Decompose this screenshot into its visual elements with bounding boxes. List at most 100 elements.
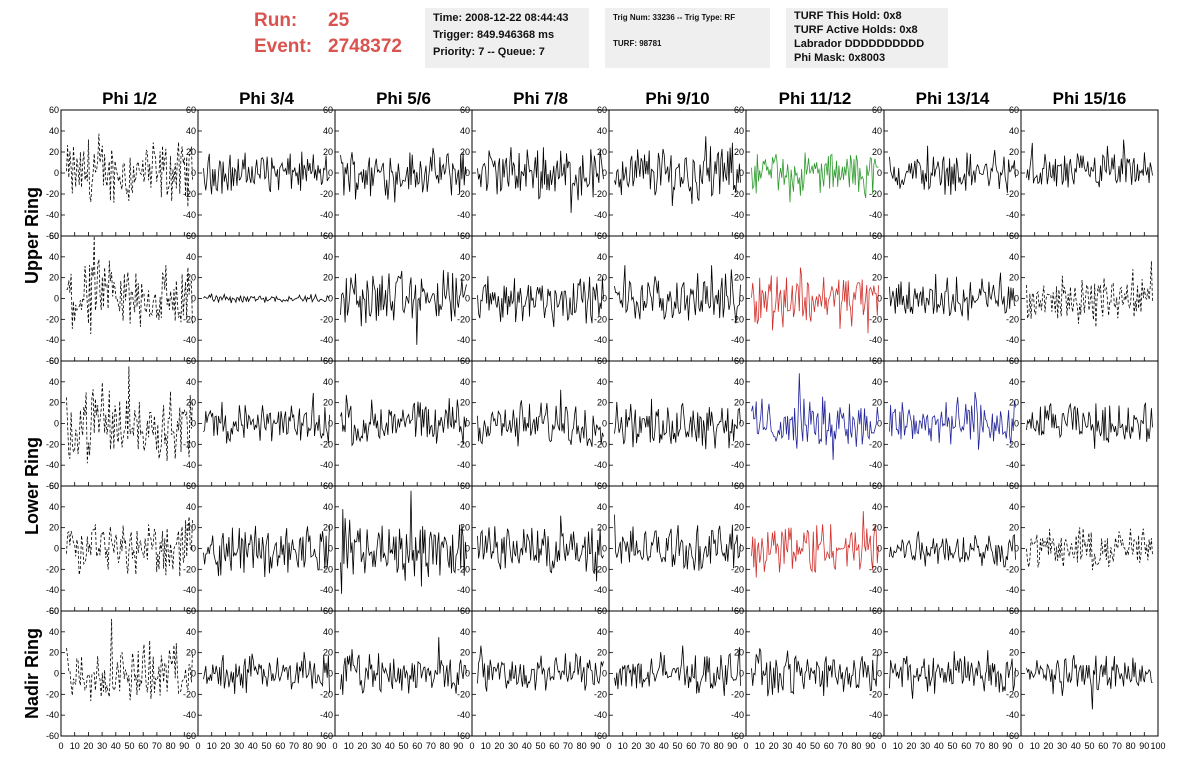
x-tick-label: 10 [618,741,628,751]
y-tick-label: -20 [457,564,470,574]
panel-frame [1020,485,1159,612]
y-tick-label: 0 [877,669,882,679]
y-tick-label: 40 [323,502,333,512]
x-tick-label: 90 [1139,741,1149,751]
x-tick-label: 70 [975,741,985,751]
y-tick-label: 20 [734,273,744,283]
panel-frame [471,109,610,237]
phi-mask-text: Phi Mask: 0x8003 [794,52,886,64]
y-tick-label: 60 [49,356,59,366]
y-tick-label: 0 [465,294,470,304]
y-tick-label: -20 [320,439,333,449]
y-tick-label: -40 [731,710,744,720]
panel-frame [608,485,747,612]
y-tick-label: 20 [323,648,333,658]
y-tick-label: -40 [46,210,59,220]
y-tick-label: 40 [1009,377,1019,387]
y-tick-label: 0 [602,168,607,178]
y-tick-label: 0 [602,419,607,429]
y-tick-label: -20 [869,564,882,574]
y-tick-label: 0 [328,294,333,304]
x-tick-label: 70 [1112,741,1122,751]
y-tick-label: -40 [320,710,333,720]
y-tick-label: -20 [869,689,882,699]
y-tick-label: 0 [1014,419,1019,429]
y-tick-label: 40 [186,126,196,136]
x-tick-label: 20 [769,741,779,751]
labrador-text: Labrador DDDDDDDDDD [794,38,925,50]
trigger-info-box: Trig Num: 33236 -- Trig Type: RF TURF: 9… [605,8,770,68]
x-tick-label: 70 [563,741,573,751]
y-tick-label: -20 [731,314,744,324]
y-tick-label: 40 [597,377,607,387]
column-header: Phi 13/14 [916,89,990,108]
waveform-trace [66,235,193,335]
x-tick-label: 50 [672,741,682,751]
y-tick-label: -40 [594,585,607,595]
y-tick-label: -20 [320,564,333,574]
x-tick-label: 40 [522,741,532,751]
waveform-trace [751,152,879,203]
y-tick-label: 60 [734,481,744,491]
ring-label: Lower Ring [22,437,42,535]
waveform-trace [340,490,467,594]
y-tick-label: -40 [594,710,607,720]
x-tick-label: 20 [83,741,93,751]
event-label: Event: [254,36,313,57]
waveform-trace [66,516,193,577]
x-tick-label: 50 [535,741,545,751]
panel-frame [1020,235,1159,362]
x-tick-label: 80 [577,741,587,751]
y-tick-label: 40 [49,377,59,387]
y-tick-label: -20 [594,439,607,449]
y-tick-label: -20 [1006,439,1019,449]
y-tick-label: 0 [1014,168,1019,178]
y-tick-label: 40 [597,502,607,512]
x-tick-label: 30 [645,741,655,751]
y-tick-label: -60 [320,731,333,741]
turf-active-text: TURF Active Holds: 0x8 [794,24,918,36]
y-tick-label: 20 [872,273,882,283]
x-tick-label: 90 [727,741,737,751]
y-tick-label: -60 [869,731,882,741]
turf-info-box: TURF This Hold: 0x8 TURF Active Holds: 0… [786,8,948,68]
panel-frame [60,109,199,237]
y-tick-label: -20 [183,189,196,199]
x-tick-label: 50 [124,741,134,751]
y-tick-label: 40 [460,126,470,136]
x-tick-label: 30 [371,741,381,751]
waveform-trace [340,394,467,447]
y-tick-label: -40 [594,460,607,470]
y-tick-label: 0 [191,544,196,554]
y-tick-label: -40 [457,210,470,220]
y-tick-label: -40 [320,460,333,470]
waveform-trace [477,389,604,447]
y-tick-label: -20 [457,314,470,324]
y-tick-label: 60 [49,231,59,241]
panel-frame [471,610,610,737]
y-tick-label: 0 [328,669,333,679]
x-tick-label: 30 [508,741,518,751]
x-tick-label: 80 [303,741,313,751]
y-tick-label: 0 [739,294,744,304]
y-tick-label: 60 [186,105,196,115]
y-tick-label: 0 [54,419,59,429]
trig-num-text: Trig Num: 33236 -- Trig Type: RF [613,13,736,22]
y-tick-label: -40 [1006,335,1019,345]
waveform-trace [614,398,741,450]
y-tick-label: 40 [597,126,607,136]
x-tick-label: 30 [920,741,930,751]
y-tick-label: -40 [183,210,196,220]
